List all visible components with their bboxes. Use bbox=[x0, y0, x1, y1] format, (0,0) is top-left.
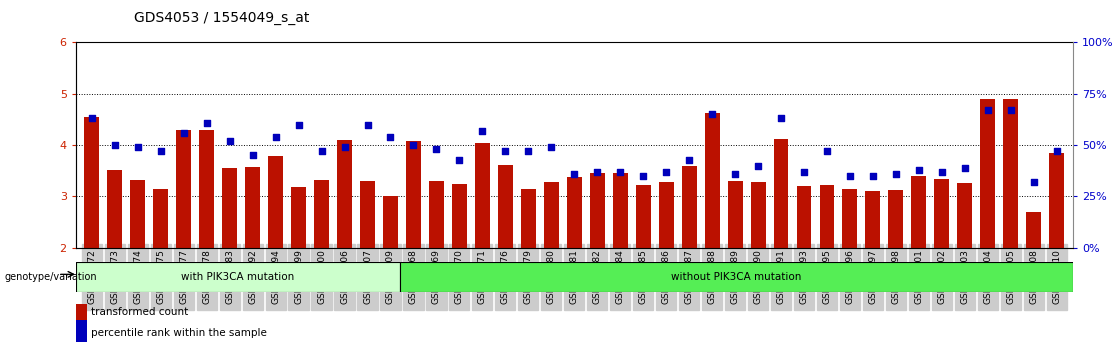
Bar bbox=[1026, 212, 1042, 248]
Text: without PIK3CA mutation: without PIK3CA mutation bbox=[672, 272, 802, 282]
Point bbox=[519, 148, 537, 154]
Bar bbox=[222, 168, 237, 248]
Point bbox=[106, 142, 124, 148]
Bar bbox=[199, 130, 214, 248]
Bar bbox=[820, 185, 834, 248]
Bar bbox=[866, 191, 880, 248]
Bar bbox=[980, 99, 995, 248]
Bar bbox=[682, 166, 696, 248]
Point bbox=[129, 144, 147, 150]
Bar bbox=[498, 165, 512, 248]
Bar bbox=[314, 180, 329, 248]
Point bbox=[703, 112, 721, 117]
Point bbox=[221, 138, 238, 144]
Bar bbox=[1004, 99, 1018, 248]
Bar bbox=[773, 139, 789, 248]
Bar bbox=[360, 181, 375, 248]
Bar bbox=[842, 189, 858, 248]
Point bbox=[566, 171, 584, 177]
Bar bbox=[400, 262, 1073, 292]
Bar bbox=[405, 141, 421, 248]
Point bbox=[497, 148, 515, 154]
Bar bbox=[268, 156, 283, 248]
Point bbox=[152, 148, 169, 154]
Bar bbox=[107, 170, 123, 248]
Point bbox=[450, 157, 468, 162]
Bar bbox=[911, 176, 927, 248]
Text: with PIK3CA mutation: with PIK3CA mutation bbox=[182, 272, 295, 282]
Point bbox=[612, 169, 629, 175]
Text: genotype/variation: genotype/variation bbox=[4, 272, 97, 282]
Bar bbox=[1049, 153, 1064, 248]
Point bbox=[290, 122, 307, 127]
Point bbox=[887, 171, 905, 177]
Point bbox=[359, 122, 377, 127]
Point bbox=[864, 173, 882, 179]
Point bbox=[932, 169, 950, 175]
Point bbox=[956, 165, 974, 171]
Point bbox=[382, 134, 400, 140]
Bar bbox=[291, 187, 306, 248]
Point bbox=[795, 169, 813, 175]
Bar bbox=[957, 183, 973, 248]
Point bbox=[841, 173, 859, 179]
Point bbox=[1001, 107, 1019, 113]
Point bbox=[335, 144, 353, 150]
Bar bbox=[544, 182, 559, 248]
Bar bbox=[383, 196, 398, 248]
Point bbox=[657, 169, 675, 175]
Bar bbox=[154, 189, 168, 248]
Point bbox=[588, 169, 606, 175]
Point bbox=[82, 116, 100, 121]
Point bbox=[198, 120, 216, 125]
Bar bbox=[751, 182, 765, 248]
Point bbox=[543, 144, 560, 150]
Point bbox=[404, 142, 422, 148]
Point bbox=[910, 167, 928, 173]
Text: GDS4053 / 1554049_s_at: GDS4053 / 1554049_s_at bbox=[134, 11, 309, 25]
Bar bbox=[935, 178, 949, 248]
Bar bbox=[727, 181, 743, 248]
Bar bbox=[85, 117, 99, 248]
Bar bbox=[567, 177, 582, 248]
Point bbox=[1048, 148, 1066, 154]
Point bbox=[726, 171, 744, 177]
Point bbox=[175, 130, 193, 136]
Bar bbox=[636, 185, 651, 248]
Point bbox=[473, 128, 491, 133]
Bar bbox=[338, 140, 352, 248]
Bar bbox=[452, 184, 467, 248]
Point bbox=[634, 173, 652, 179]
Point bbox=[979, 107, 997, 113]
Bar bbox=[130, 179, 145, 248]
Bar bbox=[797, 186, 811, 248]
Bar bbox=[589, 173, 605, 248]
Text: percentile rank within the sample: percentile rank within the sample bbox=[91, 328, 267, 338]
Bar bbox=[889, 190, 903, 248]
Bar bbox=[429, 181, 443, 248]
Point bbox=[749, 163, 766, 169]
Bar bbox=[245, 167, 260, 248]
Text: transformed count: transformed count bbox=[91, 307, 188, 316]
Point bbox=[818, 148, 836, 154]
Bar bbox=[76, 262, 400, 292]
Point bbox=[313, 148, 331, 154]
Point bbox=[266, 134, 284, 140]
Point bbox=[244, 153, 262, 158]
Bar bbox=[176, 130, 192, 248]
Bar bbox=[521, 189, 536, 248]
Bar bbox=[705, 113, 720, 248]
Point bbox=[1025, 179, 1043, 185]
Bar bbox=[475, 143, 490, 248]
Point bbox=[681, 157, 698, 162]
Point bbox=[772, 116, 790, 121]
Bar bbox=[613, 173, 627, 248]
Point bbox=[428, 147, 446, 152]
Bar bbox=[658, 182, 674, 248]
